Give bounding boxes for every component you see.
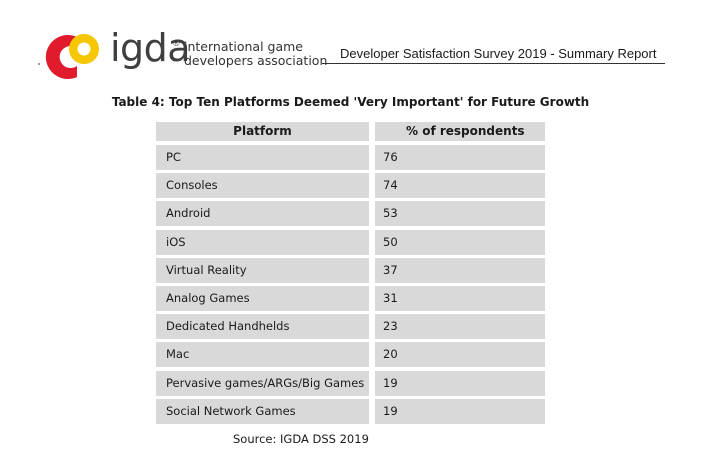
platform-cell: Android — [156, 201, 369, 227]
percent-cell: 20 — [375, 342, 545, 368]
platform-cell: Virtual Reality — [156, 257, 369, 283]
table-row: Consoles 74 — [156, 173, 545, 199]
table-body: PC 76 Consoles 74 Android 53 iOS 50 Virtual Real… — [156, 145, 545, 424]
report-title: Developer Satisfaction Survey 2019 - Sum… — [340, 46, 657, 61]
table-row: Social Network Games 19 — [156, 398, 545, 424]
platform-cell: iOS — [156, 229, 369, 255]
logo-wordmark: igda — [110, 26, 191, 70]
percent-cell: 37 — [375, 257, 545, 283]
table-row: Pervasive games/ARGs/Big Games 19 — [156, 370, 545, 396]
percent-cell: 23 — [375, 314, 545, 340]
percent-cell: 76 — [375, 145, 545, 170]
logo-tagline-line1: international game — [184, 39, 304, 54]
table-source: Source: IGDA DSS 2019 — [233, 432, 369, 446]
table-row: Dedicated Handhelds 23 — [156, 314, 545, 340]
platform-cell: Dedicated Handhelds — [156, 314, 369, 340]
logo-tagline: international game developers associatio… — [184, 39, 328, 68]
platform-cell: PC — [156, 145, 369, 170]
percent-cell: 74 — [375, 173, 545, 199]
platform-cell: Consoles — [156, 173, 369, 199]
percent-cell: 50 — [375, 229, 545, 255]
table-row: Virtual Reality 37 — [156, 257, 545, 283]
column-header-percent: % of respondents — [375, 122, 545, 141]
logo-tagline-line2: developers association — [184, 53, 328, 68]
platform-cell: Pervasive games/ARGs/Big Games — [156, 370, 369, 396]
registered-mark: ® — [173, 38, 180, 48]
table-row: Analog Games 31 — [156, 285, 545, 311]
igda-logo-icon — [45, 34, 99, 79]
header-divider — [322, 63, 665, 64]
table-row: iOS 50 — [156, 229, 545, 255]
percent-cell: 53 — [375, 201, 545, 227]
table-header-row: Platform % of respondents — [156, 122, 545, 141]
percent-cell: 19 — [375, 370, 545, 396]
platform-cell: Social Network Games — [156, 398, 369, 424]
percent-cell: 19 — [375, 398, 545, 424]
table-row: PC 76 — [156, 145, 545, 170]
table-row: Mac 20 — [156, 342, 545, 368]
platform-cell: Analog Games — [156, 285, 369, 311]
margin-dot — [38, 63, 40, 65]
percent-cell: 31 — [375, 285, 545, 311]
table-title: Table 4: Top Ten Platforms Deemed 'Very … — [111, 95, 590, 109]
platforms-table: Platform % of respondents PC 76 Consoles 74… — [156, 122, 545, 427]
platform-cell: Mac — [156, 342, 369, 368]
column-header-platform: Platform — [156, 122, 369, 141]
table-row: Android 53 — [156, 201, 545, 227]
